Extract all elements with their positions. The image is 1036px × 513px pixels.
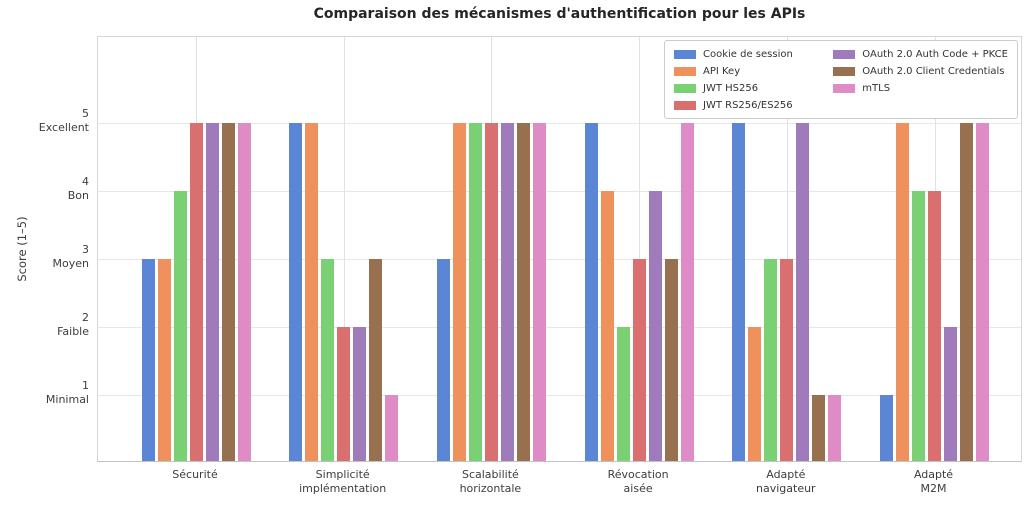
y-gridline [98, 123, 1021, 124]
legend-swatch-icon [833, 49, 856, 59]
y-gridline [98, 191, 1021, 192]
bar [680, 123, 694, 461]
x-tick-label: Simplicité implémentation [299, 468, 387, 496]
legend-label: JWT HS256 [703, 82, 759, 94]
legend-swatch-icon [674, 83, 696, 93]
bar [896, 123, 909, 461]
bar [828, 395, 842, 461]
bar [369, 259, 383, 461]
legend-item: mTLS [833, 81, 1008, 95]
bar [189, 123, 203, 461]
bar [584, 123, 598, 461]
y-tick-label: 1 Minimal [45, 379, 89, 407]
chart-title: Comparaison des mécanismes d'authentific… [313, 6, 806, 22]
bar [305, 123, 319, 461]
legend-item: JWT RS256/ES256 [674, 98, 819, 112]
bar [880, 395, 893, 461]
bar [764, 259, 778, 461]
legend-column-1: Cookie de session API Key JWT HS256 JWT RS2… [674, 47, 819, 112]
legend-item: Cookie de session [674, 47, 819, 61]
legend-label: API Key [703, 65, 741, 77]
legend-item: JWT HS256 [674, 81, 819, 95]
bar [960, 123, 973, 461]
bar [436, 259, 450, 461]
legend-item: OAuth 2.0 Client Credentials [833, 64, 1008, 78]
y-tick-label: 4 Bon [67, 175, 89, 203]
bar [532, 123, 546, 461]
legend-column-2: OAuth 2.0 Auth Code + PKCE OAuth 2.0 Clie… [833, 47, 1008, 112]
legend-label: Cookie de session [703, 48, 793, 60]
bar [205, 123, 219, 461]
x-gridline [786, 37, 788, 461]
bar [468, 123, 482, 461]
legend: Cookie de session API Key JWT HS256 JWT RS2… [664, 40, 1018, 119]
bar [353, 327, 367, 461]
bar [237, 123, 251, 461]
bar [976, 123, 989, 461]
legend-label: JWT RS256/ES256 [703, 99, 793, 111]
x-tick-label: Scalabilité horizontale [459, 468, 522, 496]
x-gridline [343, 37, 345, 461]
legend-item: OAuth 2.0 Auth Code + PKCE [833, 47, 1008, 61]
bar-group-6 [880, 123, 989, 461]
bar [385, 395, 399, 461]
bar-group-1 [141, 123, 251, 461]
bar [812, 395, 826, 461]
bar [221, 123, 235, 461]
bar [664, 259, 678, 461]
legend-swatch-icon [833, 83, 856, 93]
bar [289, 123, 303, 461]
legend-label: OAuth 2.0 Client Credentials [862, 65, 1005, 77]
bar [944, 327, 957, 461]
y-gridline [98, 259, 1021, 260]
y-tick-label: 5 Excellent [38, 107, 89, 135]
legend-swatch-icon [674, 66, 696, 76]
bar-group-5 [732, 123, 842, 461]
y-tick-label: 2 Faible [57, 311, 89, 339]
bar [141, 259, 155, 461]
bar [732, 123, 746, 461]
x-tick-label: Adapté M2M [913, 468, 954, 496]
bar [632, 259, 646, 461]
bar-group-2 [289, 123, 399, 461]
x-tick-label: Sécurité [172, 468, 218, 481]
x-tick-label: Adapté navigateur [756, 468, 816, 496]
bar-group-4 [584, 123, 694, 461]
x-tick-label: Révocation aisée [607, 468, 669, 496]
bar [600, 191, 614, 461]
y-tick-label: 3 Moyen [52, 243, 89, 271]
bar [780, 259, 794, 461]
bar [321, 259, 335, 461]
y-gridline [98, 395, 1021, 396]
bar [173, 191, 187, 461]
x-gridline [639, 37, 641, 461]
legend-swatch-icon [674, 49, 696, 59]
bar [452, 123, 466, 461]
legend-label: OAuth 2.0 Auth Code + PKCE [862, 48, 1008, 60]
bar [912, 191, 925, 461]
bar [796, 123, 810, 461]
bar [337, 327, 351, 461]
bar [928, 191, 941, 461]
bar [648, 191, 662, 461]
legend-item: API Key [674, 64, 819, 78]
bar [157, 259, 171, 461]
legend-swatch-icon [833, 66, 856, 76]
bar [500, 123, 514, 461]
bar [748, 327, 762, 461]
y-gridline [98, 327, 1021, 328]
bar-group-3 [436, 123, 546, 461]
bar [484, 123, 498, 461]
bar [616, 327, 630, 461]
legend-swatch-icon [674, 100, 696, 110]
legend-label: mTLS [862, 82, 891, 94]
bar [516, 123, 530, 461]
